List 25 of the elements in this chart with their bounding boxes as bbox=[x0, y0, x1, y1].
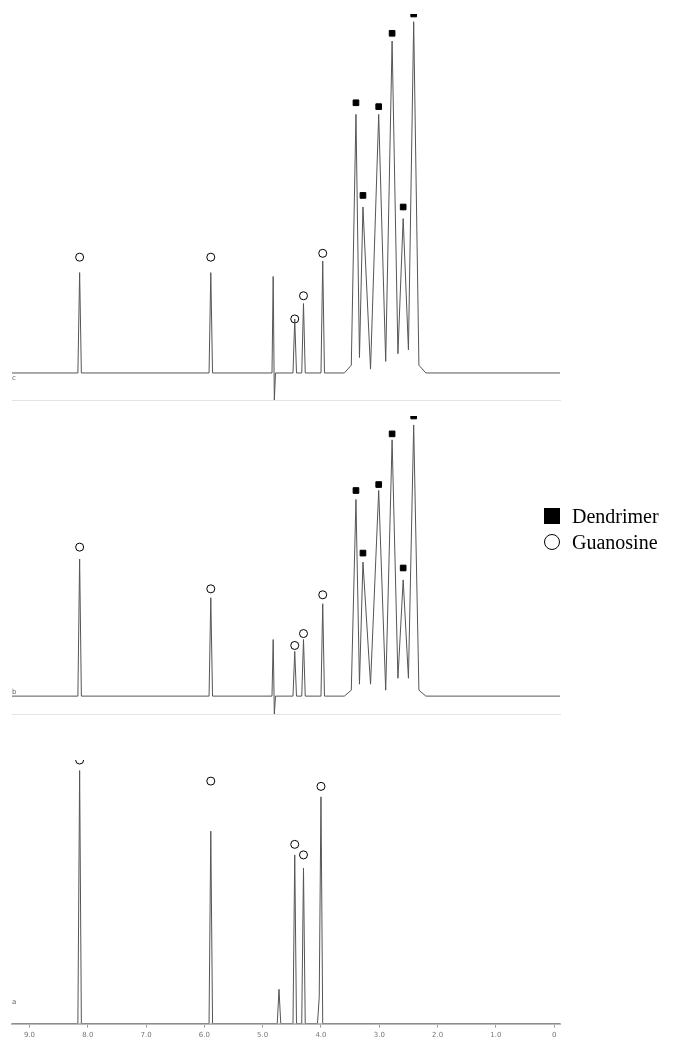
point bbox=[290, 839, 300, 849]
point bbox=[298, 291, 308, 301]
point bbox=[298, 850, 308, 860]
point bbox=[298, 629, 308, 639]
point bbox=[359, 192, 367, 199]
point bbox=[206, 776, 216, 786]
legend-label: Dendrimer bbox=[572, 504, 659, 529]
point bbox=[352, 99, 360, 107]
point bbox=[375, 481, 383, 488]
point bbox=[75, 542, 85, 552]
point bbox=[352, 487, 360, 494]
point bbox=[290, 640, 300, 650]
point bbox=[359, 549, 367, 557]
point bbox=[388, 430, 396, 438]
point bbox=[375, 103, 383, 110]
point bbox=[206, 584, 216, 594]
point bbox=[388, 29, 396, 37]
point bbox=[318, 590, 328, 600]
legend-label: Guanosine bbox=[572, 530, 658, 555]
point bbox=[316, 781, 326, 791]
point bbox=[206, 252, 216, 262]
point bbox=[399, 564, 407, 572]
point bbox=[399, 203, 407, 211]
point bbox=[75, 252, 85, 262]
point bbox=[318, 248, 328, 258]
